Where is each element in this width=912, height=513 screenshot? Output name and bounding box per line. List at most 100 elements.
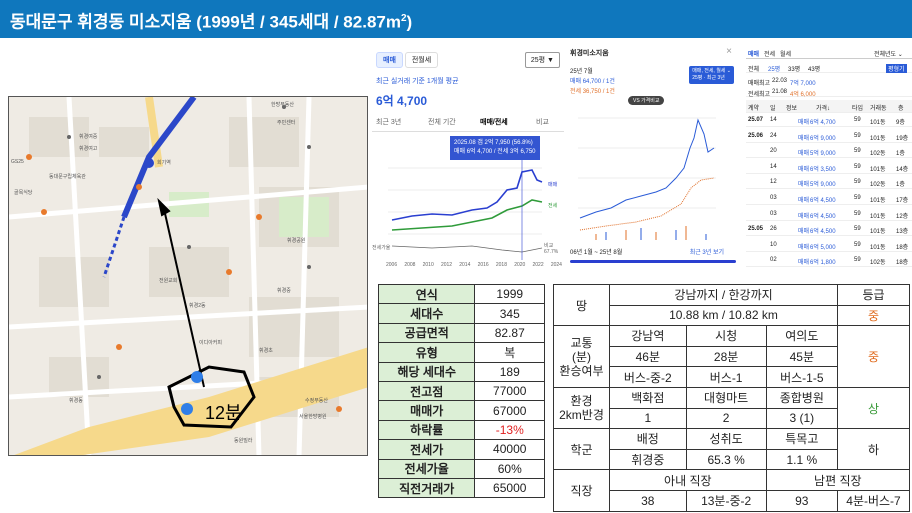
x-tick: 2006	[386, 262, 398, 268]
legend-ratio: 비교 67.7%	[544, 243, 559, 255]
tab-all[interactable]: 전체 기간	[428, 119, 456, 126]
school-label: 학군	[553, 428, 610, 471]
job-label: 직장	[553, 469, 610, 512]
year-filter[interactable]: 전체년도 ⌄	[874, 52, 903, 58]
map-canvas	[9, 97, 367, 455]
job-value: 4분-버스-7	[837, 489, 910, 512]
traffic-minutes: 46분	[609, 345, 687, 368]
env-value: 3 (1)	[765, 407, 839, 430]
transaction-list-panel: 매매 전세 월세 전체년도 ⌄ 전체 25평 33평 43평 평형기 매매최고 …	[746, 44, 912, 274]
summary-value: 189	[474, 361, 545, 382]
traffic-head: 강남역	[609, 325, 687, 347]
school-head: 배정	[609, 428, 687, 450]
location-map[interactable]: 한방부동산 주민센터 휘경여중 휘경여고 동대문구립체육관 골목식당 GS25 …	[8, 96, 368, 456]
map-label: 한방부동산	[271, 102, 295, 108]
range-slider[interactable]	[570, 260, 736, 263]
map-label: 골목식당	[14, 190, 33, 196]
tab-compare[interactable]: 비교	[536, 119, 549, 126]
location-score-table: 땅 강남까지 / 한강까지 등급 10.88 km / 10.82 km 중 교…	[553, 283, 911, 512]
summary-key: 세대수	[377, 303, 476, 324]
period-range: 06년 1월 ~ 25년 8월	[570, 250, 623, 256]
x-axis: 2006 2008 2010 2012 2014 2016 2018 2020 2022 2024	[386, 262, 562, 268]
map-label: 휘경중	[277, 288, 291, 294]
transaction-row[interactable]: 03 매매 6억 4,500 59 101동 17층	[746, 192, 912, 205]
transaction-row[interactable]: 02 매매 6억 1,800 59 102동 18층	[746, 254, 912, 268]
transaction-row[interactable]: 10 매매 6억 5,000 59 101동 18층	[746, 239, 912, 252]
rent-summary: 전세 36,750 / 1건	[570, 89, 615, 95]
transaction-row[interactable]: 25.07 14 매매 6억 4,700 59 101동 9층	[746, 114, 912, 127]
traffic-grade: 중	[837, 325, 910, 388]
map-label: 회기역	[157, 160, 171, 166]
list-tab-monthly[interactable]: 월세	[780, 52, 792, 58]
x-tick: 2010	[422, 262, 434, 268]
summary-value: 40000	[474, 439, 545, 460]
summary-value: 82.87	[474, 322, 545, 344]
summary-row: 전고점 77000	[377, 380, 545, 402]
summary-row: 전세가 40000	[377, 439, 545, 460]
summary-key: 매매가	[377, 400, 476, 421]
list-tab-rent[interactable]: 전세	[764, 52, 776, 58]
tab-3y[interactable]: 최근 3년	[376, 119, 402, 126]
tab-rent[interactable]: 전월세	[404, 52, 439, 68]
map-label: 이디아커피	[199, 340, 223, 346]
x-tick: 2018	[495, 262, 507, 268]
env-grade: 상	[837, 386, 910, 430]
close-icon[interactable]: ×	[726, 46, 732, 57]
summary-key: 연식	[377, 283, 476, 305]
range-button[interactable]: 최근 3년 보기	[689, 250, 724, 256]
school-head: 성취도	[685, 428, 767, 450]
transaction-chart-panel: 휘경미소지움 × 25년 7월 매매 64,700 / 1건 전세 36,750…	[566, 44, 742, 274]
transaction-row[interactable]: 14 매매 6억 3,500 59 101동 14층	[746, 161, 912, 174]
x-tick: 2012	[440, 262, 453, 268]
x-tick: 2022	[532, 262, 544, 268]
map-label: 전원교회	[159, 278, 178, 284]
traffic-route: 버스-1	[685, 366, 767, 388]
price-chart-panel: 매매 전월세 25평 ▼ 최근 실거래 기준 1개월 평균 6억 4,700 최…	[372, 44, 564, 274]
summary-row: 직전거래가 65000	[377, 477, 545, 499]
summary-row: 연식 1999	[377, 283, 545, 305]
traffic-head: 여의도	[765, 325, 839, 347]
map-label: 서울한방병원	[299, 414, 327, 420]
period-tabs: 최근 3년 전체 기간 매매/전세 비교	[372, 116, 564, 132]
size-select[interactable]: 25평 ▼	[524, 52, 560, 68]
summary-row: 공급면적 82.87	[377, 322, 545, 344]
traffic-route: 버스-중-2	[609, 366, 687, 388]
map-label: 동대문구립체육관	[49, 174, 86, 180]
transaction-row[interactable]: 25.05 26 매매 6억 4,500 59 101동 13층	[746, 223, 912, 237]
tab-buy-rent[interactable]: 매매/전세	[480, 119, 508, 126]
transaction-row[interactable]: 20 매매 5억 9,000 59 102동 1층	[746, 145, 912, 159]
x-tick: 2024	[550, 262, 562, 268]
x-tick: 2014	[459, 262, 471, 268]
transaction-row[interactable]: 12 매매 5억 9,000 59 102동 1층	[746, 176, 912, 190]
compare-button[interactable]: VS 가격비교	[628, 96, 665, 105]
transaction-row[interactable]: 03 매매 6억 4,500 59 101동 12층	[746, 208, 912, 221]
summary-key: 공급면적	[377, 322, 476, 344]
summary-value: 345	[474, 303, 545, 324]
env-head: 종합병원	[765, 386, 839, 409]
map-label: 휘경동	[69, 398, 83, 404]
transaction-row[interactable]: 25.06 24 매매 6억 9,000 59 101동 19층	[746, 130, 912, 143]
summary-row: 세대수 345	[377, 303, 545, 324]
summary-value: 65000	[474, 477, 545, 499]
traffic-minutes: 28분	[685, 345, 767, 368]
env-head: 백화점	[609, 386, 687, 409]
summary-key: 유형	[377, 342, 476, 363]
summary-row: 해당 세대수 189	[377, 361, 545, 382]
size-button[interactable]: 평형기	[886, 64, 907, 73]
env-value: 2	[685, 407, 767, 430]
legend-buy: 매매	[548, 182, 558, 188]
tab-buy[interactable]: 매매	[376, 52, 403, 68]
env-label: 환경 2km반경	[553, 386, 610, 430]
summary-value: 60%	[474, 458, 545, 479]
legend-rent: 전세	[548, 203, 558, 209]
env-value: 1	[609, 407, 687, 430]
job-head-wife: 아내 직장	[609, 469, 767, 491]
school-value: 65.3 %	[685, 448, 767, 471]
avg-price: 6억 4,700	[376, 94, 428, 108]
map-label: 휘경여고	[79, 146, 98, 152]
summary-value: 1999	[474, 283, 545, 305]
land-grade: 중	[837, 304, 910, 327]
filter-badge[interactable]: 매매, 전세, 월세 ⌄ 25평 · 최근 3년	[689, 66, 734, 84]
list-tab-buy[interactable]: 매매	[748, 52, 760, 58]
map-label: 수정부동산	[305, 398, 329, 404]
